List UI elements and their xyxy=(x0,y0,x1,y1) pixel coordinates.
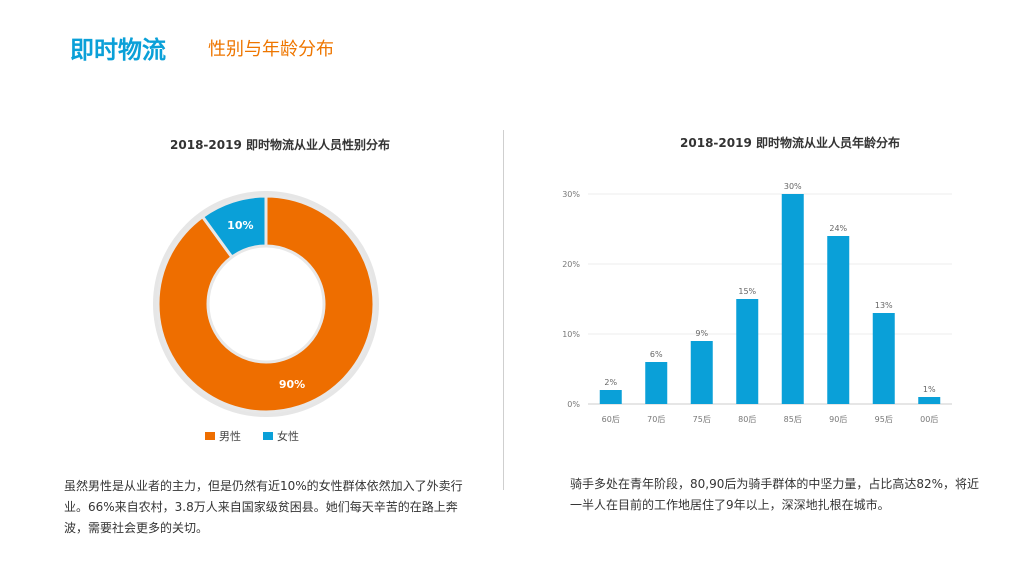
bar-data-label: 24% xyxy=(829,224,847,233)
bar-85后 xyxy=(781,194,804,404)
bar-data-label: 9% xyxy=(695,329,708,338)
bar-data-label: 30% xyxy=(784,182,802,191)
bar-80后 xyxy=(736,299,759,404)
donut-outer-ring xyxy=(153,191,379,417)
x-tick-label: 95后 xyxy=(875,414,893,424)
x-tick-label: 60后 xyxy=(602,414,620,424)
y-tick-label: 0% xyxy=(567,400,580,409)
x-tick-label: 70后 xyxy=(647,414,665,424)
page-title: 即时物流 xyxy=(70,36,166,64)
bar-75后 xyxy=(690,341,713,404)
donut-label-female: 10% xyxy=(227,219,253,232)
gender-caption: 虽然男性是从业者的主力，但是仍然有近10%的女性群体依然加入了外卖行业。66%来… xyxy=(64,479,463,535)
y-tick-label: 30% xyxy=(562,190,580,199)
legend-item-male: 男性 xyxy=(205,428,241,444)
x-tick-label: 85后 xyxy=(784,414,802,424)
bar-70后 xyxy=(645,362,668,404)
bar-00后 xyxy=(918,397,941,404)
y-tick-label: 10% xyxy=(562,330,580,339)
gender-chart-title: 2018-2019 即时物流从业人员性别分布 xyxy=(170,138,390,152)
donut-label-male: 90% xyxy=(279,378,305,391)
bar-data-label: 15% xyxy=(738,287,756,296)
bar-data-label: 13% xyxy=(875,301,893,310)
age-bar-chart: 0% 10% 20% 30% 2% 60后 6% 70后 9% 75后 15% 80后 30% 85后 24… xyxy=(562,182,952,424)
legend-item-female: 女性 xyxy=(263,428,299,444)
x-tick-label: 00后 xyxy=(920,414,938,424)
x-tick-label: 80后 xyxy=(738,414,756,424)
gender-legend: 男性 女性 xyxy=(205,428,299,444)
legend-label-male: 男性 xyxy=(219,430,241,443)
age-chart-title: 2018-2019 即时物流从业人员年龄分布 xyxy=(680,136,900,150)
page-subtitle: 性别与年龄分布 xyxy=(208,39,334,60)
bar-95后 xyxy=(872,313,895,404)
y-tick-label: 20% xyxy=(562,260,580,269)
bar-90后 xyxy=(827,236,850,404)
age-caption: 骑手多处在青年阶段，80,90后为骑手群体的中坚力量，占比高达82%，将近一半人… xyxy=(570,477,980,512)
bar-data-label: 2% xyxy=(604,378,617,387)
x-tick-label: 90后 xyxy=(829,414,847,424)
x-tick-label: 75后 xyxy=(693,414,711,424)
gender-donut-chart: 90% 10% xyxy=(153,191,379,417)
bar-data-label: 6% xyxy=(650,350,663,359)
legend-label-female: 女性 xyxy=(277,430,299,443)
bar-60后 xyxy=(599,390,622,404)
divider xyxy=(503,130,504,490)
legend-swatch-female xyxy=(263,432,273,440)
donut-slice-male xyxy=(156,194,376,414)
donut-slice-female xyxy=(200,194,268,260)
legend-swatch-male xyxy=(205,432,215,440)
bar-data-label: 1% xyxy=(923,385,936,394)
